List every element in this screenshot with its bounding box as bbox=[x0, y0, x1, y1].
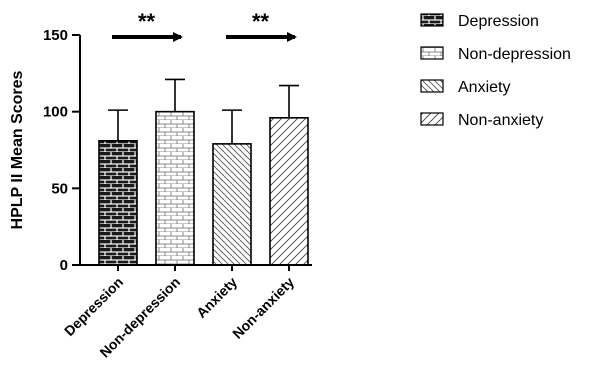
legend-swatch bbox=[420, 13, 444, 27]
legend-label: Depression bbox=[458, 13, 539, 30]
y-axis-label: HPLP II Mean Scores bbox=[9, 70, 26, 229]
legend-label: Anxiety bbox=[458, 79, 510, 96]
legend-label: Non-anxiety bbox=[458, 112, 543, 129]
legend: Depression Non-depression Anxiety Non-anxie… bbox=[420, 13, 571, 129]
bar bbox=[98, 140, 138, 266]
x-tick-label: Anxiety bbox=[193, 274, 240, 321]
bar bbox=[212, 143, 252, 266]
legend-swatch bbox=[420, 79, 444, 93]
y-tick-label: 100 bbox=[43, 104, 68, 121]
y-tick-label: 0 bbox=[60, 257, 68, 274]
legend-swatch bbox=[420, 46, 444, 60]
significance-label: ** bbox=[252, 9, 270, 34]
significance-annotations: ** ** bbox=[112, 9, 297, 42]
y-tick-label: 50 bbox=[51, 180, 68, 197]
bar bbox=[155, 110, 195, 266]
legend-label: Non-depression bbox=[458, 46, 571, 63]
y-tick-label: 150 bbox=[43, 27, 68, 44]
bar bbox=[269, 117, 309, 266]
significance-label: ** bbox=[138, 9, 156, 34]
bars bbox=[80, 78, 312, 266]
legend-swatch bbox=[420, 112, 444, 126]
x-tick-label: Non-anxiety bbox=[229, 274, 297, 342]
y-axis: 0 50 100 150 bbox=[43, 27, 81, 274]
